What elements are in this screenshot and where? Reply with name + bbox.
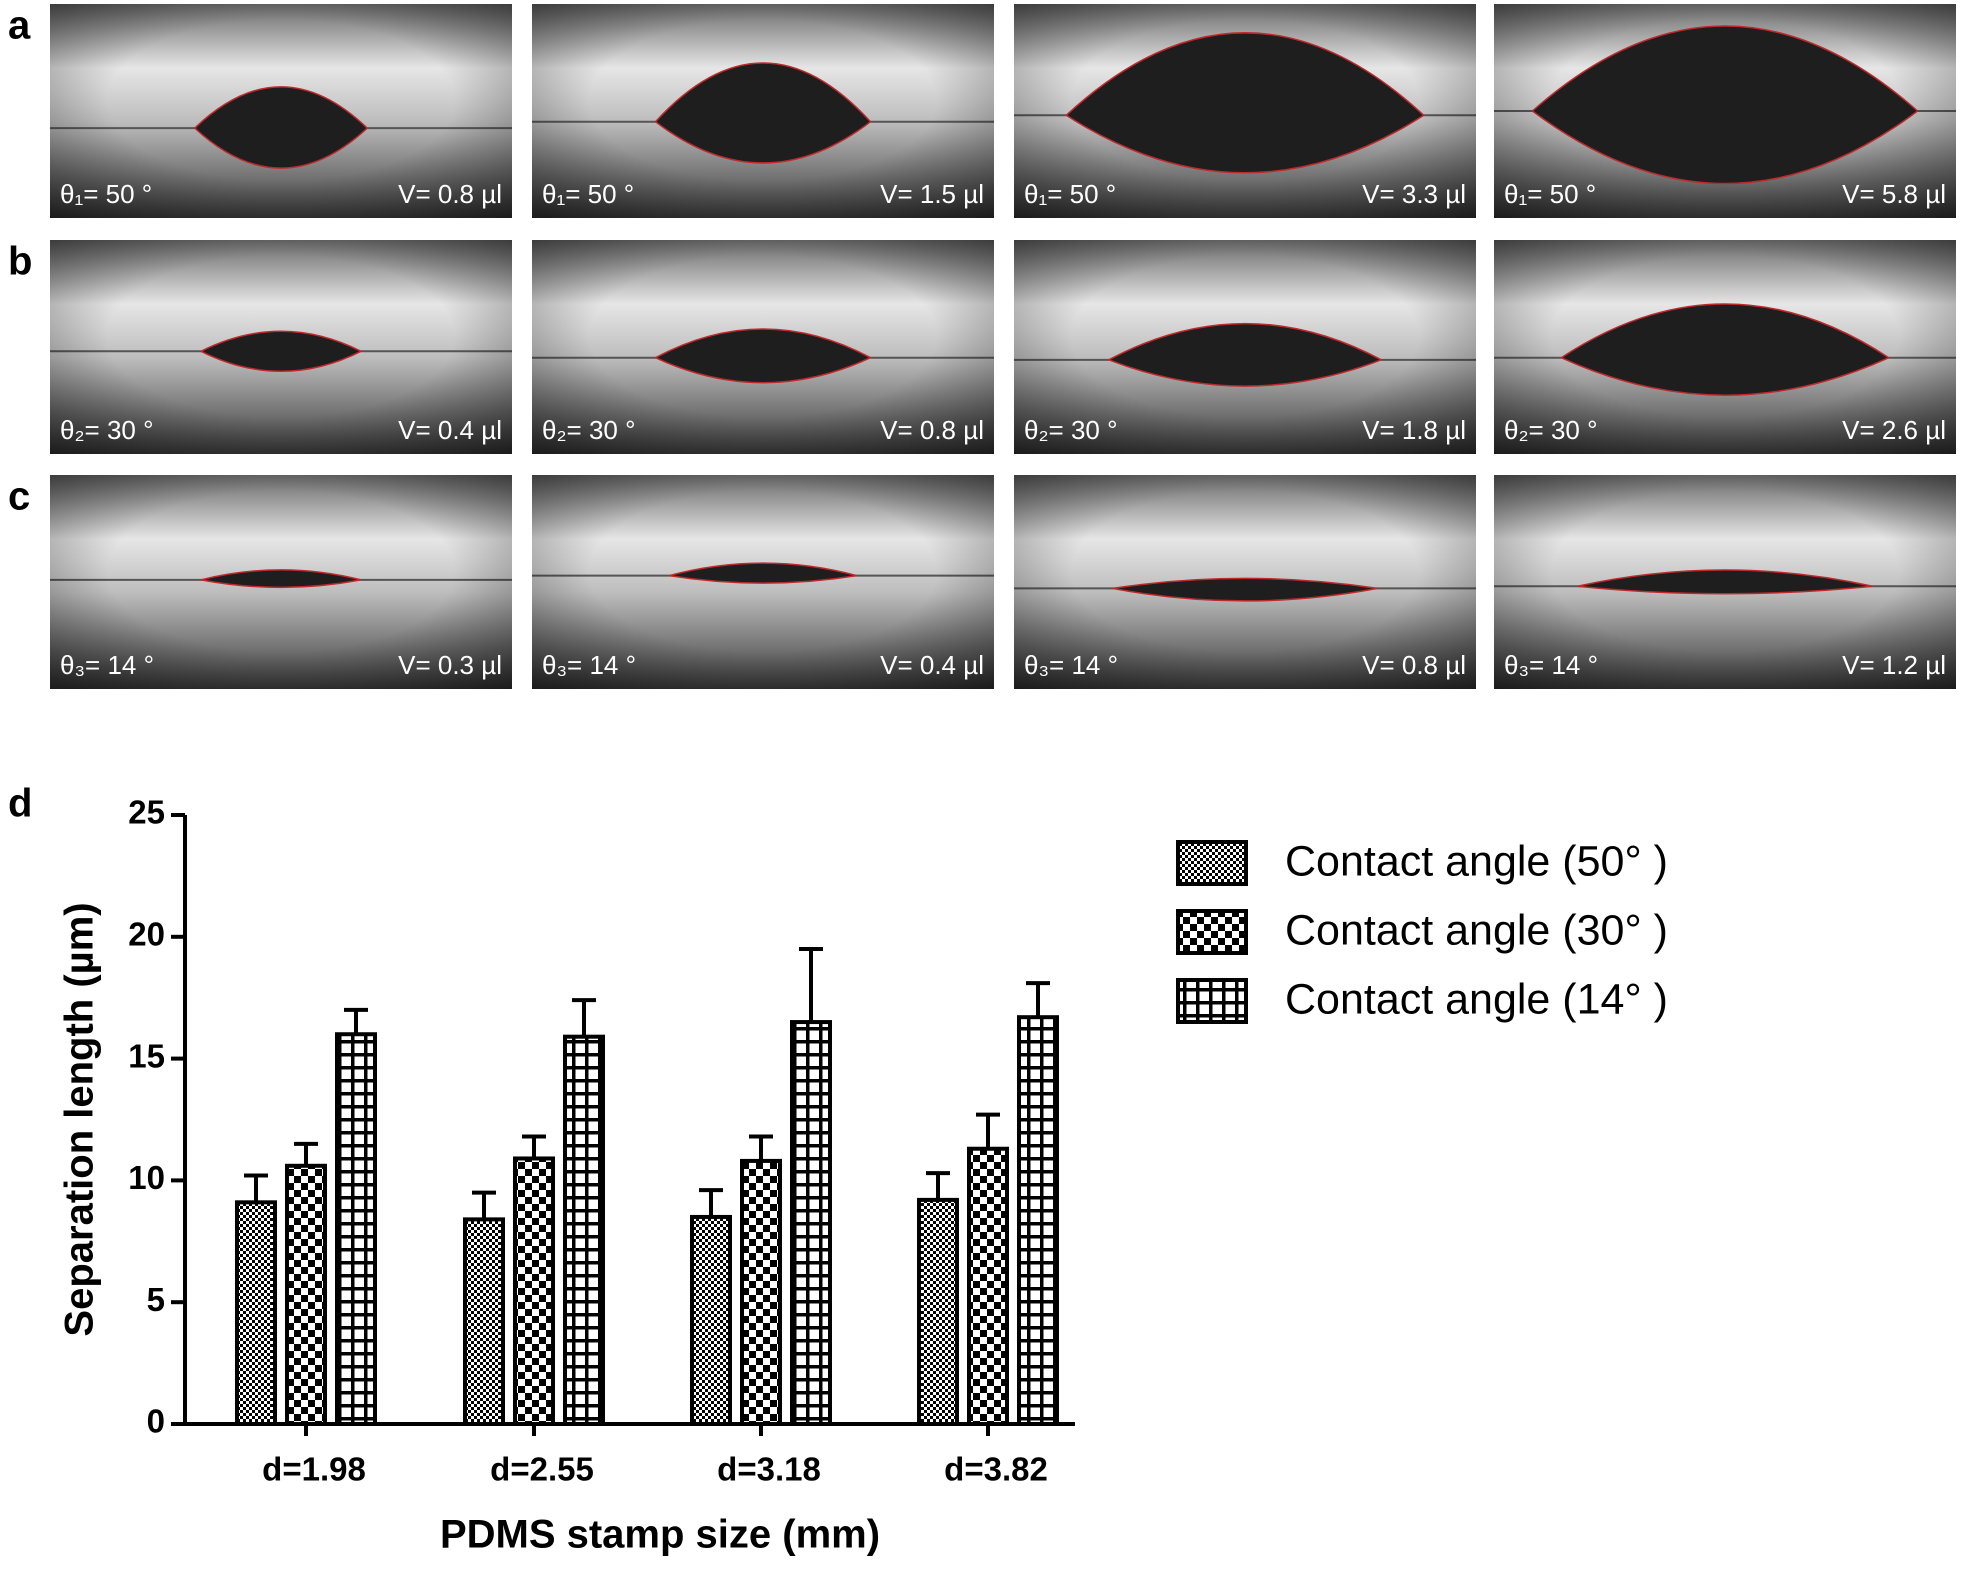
vignette (532, 240, 994, 454)
vignette (1494, 475, 1956, 689)
volume-label: V= 3.3 µl (1362, 179, 1466, 209)
y-tick-label: 25 (128, 794, 165, 831)
legend-swatch (1176, 978, 1248, 1024)
angle-label: θ₂= 30 ° (60, 415, 154, 445)
bar (335, 1032, 377, 1426)
volume-label: V= 0.4 µl (880, 650, 984, 680)
bar (235, 1200, 277, 1426)
angle-label: θ₃= 14 ° (1024, 650, 1118, 680)
bar (1017, 1015, 1059, 1426)
vignette (50, 4, 512, 218)
volume-label: V= 1.5 µl (880, 179, 984, 209)
volume-label: V= 0.8 µl (1362, 650, 1466, 680)
angle-label: θ₂= 30 ° (1024, 415, 1118, 445)
angle-label: θ₃= 14 ° (60, 650, 154, 680)
volume-label: V= 0.8 µl (880, 415, 984, 445)
x-axis-title: PDMS stamp size (mm) (440, 1513, 880, 1557)
angle-label: θ₃= 14 ° (542, 650, 636, 680)
angle-label: θ₂= 30 ° (542, 415, 636, 445)
bar (463, 1217, 505, 1426)
vignette (532, 475, 994, 689)
vignette (50, 475, 512, 689)
y-axis-title: Separation length (µm) (58, 902, 102, 1336)
y-tick-label: 15 (128, 1037, 165, 1074)
volume-label: V= 5.8 µl (1842, 179, 1946, 209)
volume-label: V= 1.8 µl (1362, 415, 1466, 445)
x-tick-label: d=3.18 (717, 1451, 821, 1488)
panel-letter: b (8, 240, 32, 284)
bar (285, 1163, 327, 1427)
volume-label: V= 0.4 µl (398, 415, 502, 445)
y-tick-label: 20 (128, 916, 165, 953)
bar (513, 1156, 555, 1426)
vignette (1494, 4, 1956, 218)
volume-label: V= 0.8 µl (398, 179, 502, 209)
bar (690, 1214, 732, 1426)
y-tick-label: 0 (147, 1403, 165, 1440)
legend-label: Contact angle (30° ) (1285, 906, 1668, 954)
angle-label: θ₁= 50 ° (1504, 179, 1596, 209)
volume-label: V= 2.6 µl (1842, 415, 1946, 445)
legend-label: Contact angle (14° ) (1285, 975, 1668, 1023)
legend-swatch (1176, 909, 1248, 955)
vignette (1014, 240, 1476, 454)
bar (740, 1158, 782, 1426)
x-tick-label: d=3.82 (944, 1451, 1048, 1488)
x-tick-label: d=2.55 (490, 1451, 594, 1488)
bar (967, 1146, 1009, 1427)
angle-label: θ₁= 50 ° (542, 179, 634, 209)
bar (917, 1197, 959, 1426)
volume-label: V= 1.2 µl (1842, 650, 1946, 680)
x-tick-label: d=1.98 (262, 1451, 366, 1488)
panel-letter: d (8, 782, 32, 826)
volume-label: V= 0.3 µl (398, 650, 502, 680)
bar (790, 1020, 832, 1426)
vignette (1014, 475, 1476, 689)
vignette (532, 4, 994, 218)
legend-label: Contact angle (50° ) (1285, 837, 1668, 885)
vignette (1014, 4, 1476, 218)
panel-letter: a (8, 4, 31, 48)
y-tick-label: 5 (147, 1281, 165, 1318)
angle-label: θ₃= 14 ° (1504, 650, 1598, 680)
angle-label: θ₁= 50 ° (60, 179, 152, 209)
panel-letter: c (8, 475, 30, 519)
y-tick-label: 10 (128, 1159, 165, 1196)
bar (563, 1034, 605, 1427)
legend-swatch (1176, 840, 1248, 886)
angle-label: θ₂= 30 ° (1504, 415, 1598, 445)
angle-label: θ₁= 50 ° (1024, 179, 1116, 209)
vignette (50, 240, 512, 454)
vignette (1494, 240, 1956, 454)
